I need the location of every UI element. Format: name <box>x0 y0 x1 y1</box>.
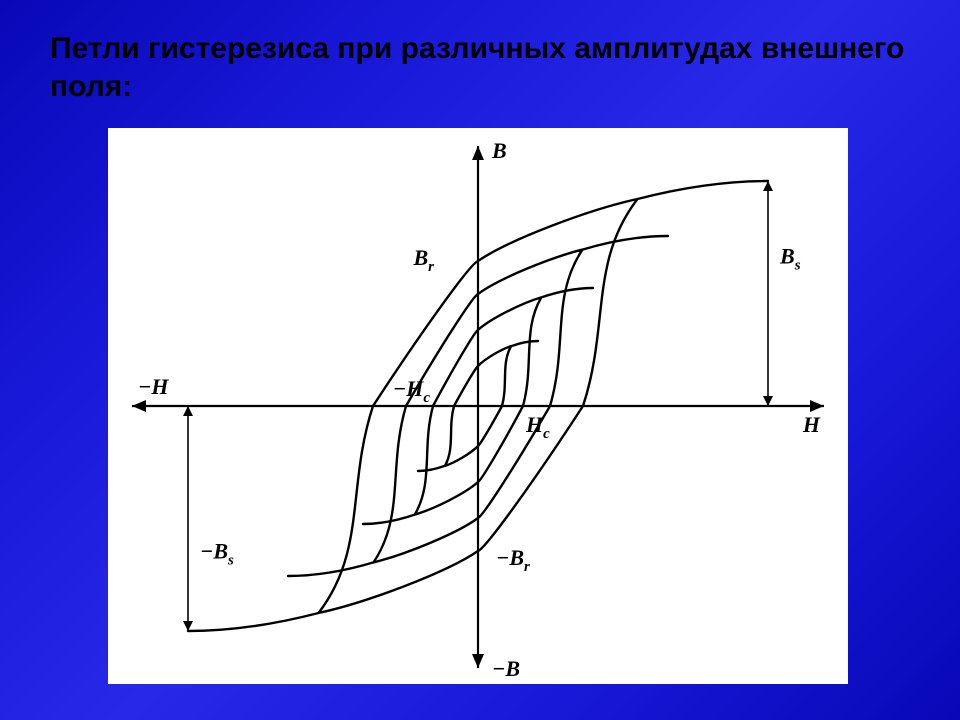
svg-text:−B: −B <box>492 656 520 681</box>
svg-text:−Br: −Br <box>496 545 530 575</box>
hysteresis-svg: B −B H −H Br −Br Hc −Hc Bs −Bs <box>108 128 848 684</box>
slide: Петли гистерезиса при различных амплитуд… <box>0 0 960 720</box>
svg-text:−Hc: −Hc <box>393 376 430 406</box>
svg-text:−H: −H <box>138 374 169 399</box>
svg-text:Br: Br <box>412 245 434 275</box>
hysteresis-figure: B −B H −H Br −Br Hc −Hc Bs −Bs <box>108 128 848 684</box>
svg-text:Bs: Bs <box>779 244 801 274</box>
svg-text:−Bs: −Bs <box>200 539 234 569</box>
svg-text:B: B <box>491 138 507 163</box>
svg-text:Hc: Hc <box>525 412 550 442</box>
slide-title: Петли гистерезиса при различных амплитуд… <box>50 30 910 105</box>
svg-text:H: H <box>802 412 821 437</box>
axes <box>132 146 824 668</box>
axis-labels: B −B H −H Br −Br Hc −Hc Bs −Bs <box>138 138 821 681</box>
